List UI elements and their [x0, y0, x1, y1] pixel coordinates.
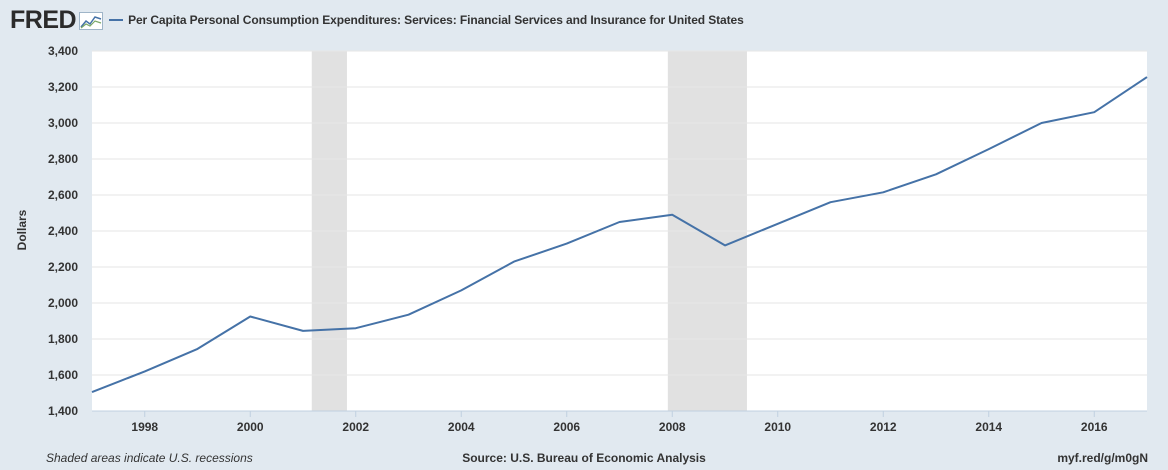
y-tick-label: 1,600 — [48, 368, 78, 382]
y-tick-label: 2,000 — [48, 296, 78, 310]
y-tick-label: 2,600 — [48, 188, 78, 202]
y-tick-label: 3,400 — [48, 44, 78, 58]
x-tick-label: 2010 — [764, 420, 791, 434]
y-axis-ticks: 1,400 1,600 1,800 2,000 2,200 2,400 2,600 2,800… — [48, 44, 78, 418]
y-axis-label: Dollars — [15, 209, 29, 250]
x-tick-label: 2006 — [553, 420, 580, 434]
x-tick-label: 2014 — [975, 420, 1002, 434]
x-tick-label: 1998 — [131, 420, 158, 434]
legend-swatch — [109, 19, 124, 21]
recession-note: Shaded areas indicate U.S. recessions — [46, 451, 253, 465]
x-tick-label: 2000 — [237, 420, 264, 434]
y-tick-label: 3,200 — [48, 80, 78, 94]
x-tick-label: 2016 — [1081, 420, 1108, 434]
y-tick-label: 2,200 — [48, 260, 78, 274]
header: FRED Per Capita Personal Consumption Exp… — [10, 6, 744, 34]
y-tick-label: 3,000 — [48, 116, 78, 130]
source-text: Source: U.S. Bureau of Economic Analysis — [462, 451, 706, 465]
fred-logo[interactable]: FRED — [10, 6, 77, 34]
series-layer — [91, 76, 1148, 394]
short-url-link[interactable]: myf.red/g/m0gN — [1057, 451, 1148, 465]
x-axis-ticks: 1998 2000 2002 2004 2006 2008 2010 2012 2014 2016 — [92, 410, 1147, 434]
gridlines — [92, 50, 1147, 412]
x-tick-label: 2004 — [448, 420, 475, 434]
x-tick-label: 2008 — [659, 420, 686, 434]
y-tick-label: 1,400 — [48, 404, 78, 418]
x-tick-label: 2002 — [342, 420, 369, 434]
y-tick-label: 2,800 — [48, 152, 78, 166]
line-graph-icon — [79, 12, 104, 30]
y-tick-label: 1,800 — [48, 332, 78, 346]
x-tick-label: 2012 — [870, 420, 897, 434]
y-tick-label: 2,400 — [48, 224, 78, 238]
legend-item[interactable]: Per Capita Personal Consumption Expendit… — [109, 13, 744, 27]
legend-label: Per Capita Personal Consumption Expendit… — [128, 13, 744, 27]
